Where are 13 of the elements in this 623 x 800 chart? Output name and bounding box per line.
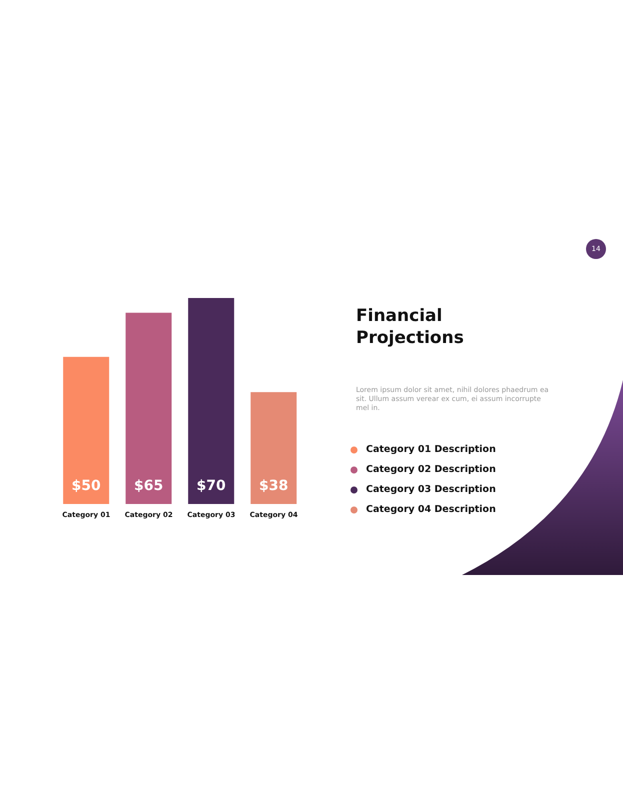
text: Category 03 Description [366, 484, 496, 495]
bar [250, 392, 297, 504]
data-label: $50 [72, 478, 101, 494]
text: Category 02 Description [366, 464, 496, 475]
bar [126, 312, 172, 504]
data-label: $70 [196, 478, 226, 494]
bar [188, 298, 234, 504]
bar [63, 356, 110, 504]
text: Category 04 Description [366, 504, 496, 515]
data-label: $65 [134, 478, 164, 494]
text: Category 01 Description [366, 444, 496, 455]
text: Financial Projections [356, 305, 465, 349]
data-label: $38 [259, 478, 288, 494]
